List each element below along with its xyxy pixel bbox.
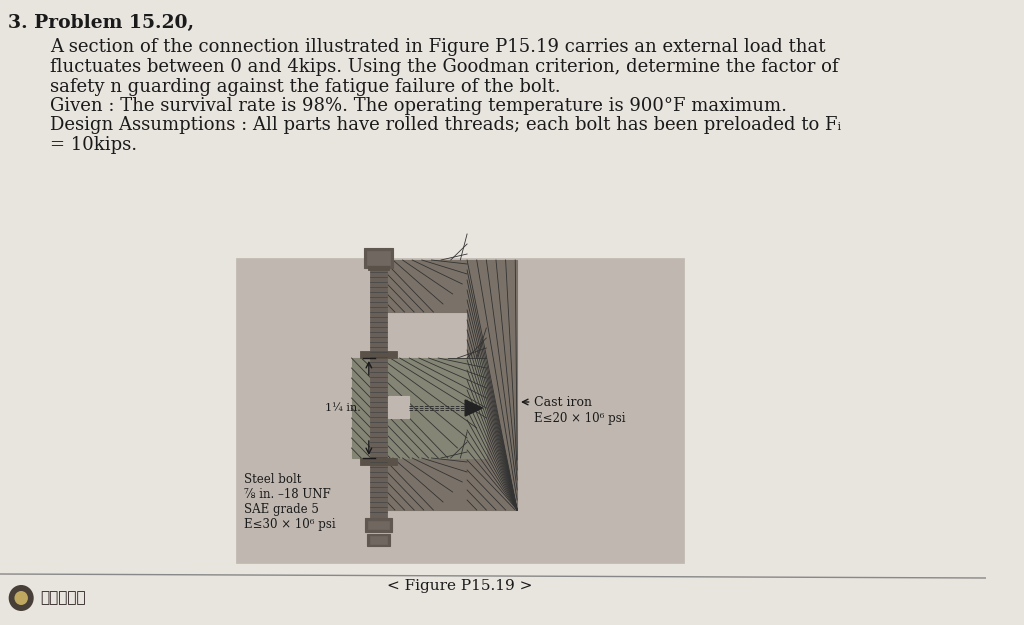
Bar — [370, 268, 387, 518]
Circle shape — [14, 591, 28, 605]
Text: 1¼ in.: 1¼ in. — [326, 403, 361, 413]
Bar — [385, 260, 467, 312]
Text: Cast iron: Cast iron — [535, 396, 593, 409]
Text: Given : The survival rate is 98%. The operating temperature is 900°F maximum.: Given : The survival rate is 98%. The op… — [50, 97, 787, 115]
Text: A section of the connection illustrated in Figure P15.19 carries an external loa: A section of the connection illustrated … — [50, 38, 825, 56]
Text: 인하대학교: 인하대학교 — [41, 591, 86, 606]
Bar — [367, 251, 390, 265]
Bar — [368, 521, 389, 529]
Bar — [467, 260, 517, 510]
Text: Design Assumptions : All parts have rolled threads; each bolt has been preloaded: Design Assumptions : All parts have roll… — [50, 116, 841, 134]
Text: SAE grade 5: SAE grade 5 — [244, 503, 318, 516]
Bar — [367, 534, 390, 546]
Text: Steel bolt: Steel bolt — [244, 473, 301, 486]
Text: fluctuates between 0 and 4kips. Using the Goodman criterion, determine the facto: fluctuates between 0 and 4kips. Using th… — [50, 58, 839, 76]
Bar — [351, 358, 486, 458]
Bar — [388, 396, 410, 418]
Bar — [360, 351, 396, 358]
Bar — [360, 458, 396, 465]
Polygon shape — [465, 400, 482, 416]
Bar — [365, 518, 392, 532]
Circle shape — [8, 585, 34, 611]
Bar — [368, 260, 389, 270]
Bar — [236, 258, 684, 563]
Text: 3. Problem 15.20,: 3. Problem 15.20, — [8, 14, 194, 32]
Bar — [365, 248, 393, 268]
Text: E≤30 × 10⁶ psi: E≤30 × 10⁶ psi — [244, 518, 335, 531]
Text: ⅞ in. –18 UNF: ⅞ in. –18 UNF — [244, 488, 331, 501]
Text: E≤20 × 10⁶ psi: E≤20 × 10⁶ psi — [535, 412, 626, 425]
Bar — [370, 536, 387, 544]
Bar — [385, 458, 467, 510]
Text: = 10kips.: = 10kips. — [50, 136, 137, 154]
Text: < Figure P15.19 >: < Figure P15.19 > — [387, 579, 532, 593]
Text: safety n guarding against the fatigue failure of the bolt.: safety n guarding against the fatigue fa… — [50, 78, 561, 96]
